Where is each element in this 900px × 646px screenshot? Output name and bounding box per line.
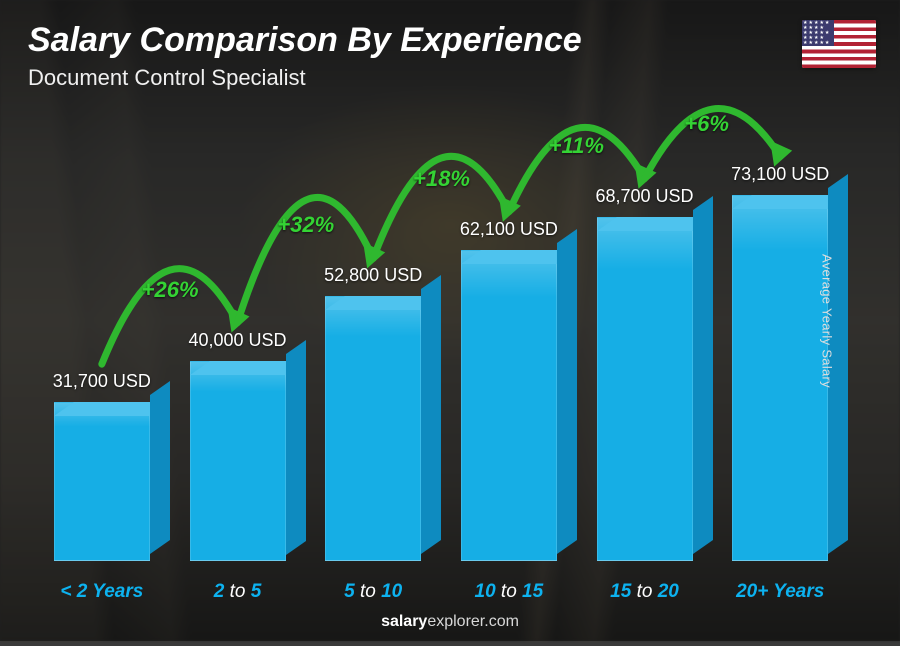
bar-value-label: 52,800 USD [324,265,422,286]
bar-shape [597,217,693,561]
country-flag-usa: ★★★★★ ★★★★ ★★★★★ ★★★★ ★★★★★ [802,20,876,68]
bar-value-label: 73,100 USD [731,164,829,185]
x-label: < 2 Years [34,581,170,603]
y-axis-label: Average Yearly Salary [820,254,835,388]
bar-0: 31,700 USD [34,120,170,561]
footer-brand: salaryexplorer.com [0,613,900,631]
x-label: 2 to 5 [170,581,306,603]
bar-shape [732,195,828,561]
bar-1: 40,000 USD [170,120,306,561]
x-axis-labels: < 2 Years2 to 55 to 1010 to 1515 to 2020… [34,581,848,603]
bar-value-label: 68,700 USD [595,186,693,207]
bar-value-label: 31,700 USD [53,371,151,392]
bar-2: 52,800 USD [305,120,441,561]
bar-4: 68,700 USD [577,120,713,561]
bar-value-label: 62,100 USD [460,219,558,240]
x-label: 5 to 10 [305,581,441,603]
bar-shape [54,402,150,561]
footer-brand-rest: explorer.com [427,613,519,630]
header: Salary Comparison By Experience Document… [28,22,780,91]
chart-subtitle: Document Control Specialist [28,65,780,91]
x-label: 15 to 20 [577,581,713,603]
bar-shape [190,361,286,562]
chart-title: Salary Comparison By Experience [28,22,780,59]
bar-shape [461,250,557,561]
bar-value-label: 40,000 USD [188,330,286,351]
footer-brand-strong: salary [381,613,427,630]
bar-chart: 31,700 USD 40,000 USD 52,800 USD 62,100 USD… [34,120,848,561]
bar-3: 62,100 USD [441,120,577,561]
bar-shape [325,296,421,561]
x-label: 20+ Years [712,581,848,603]
x-label: 10 to 15 [441,581,577,603]
